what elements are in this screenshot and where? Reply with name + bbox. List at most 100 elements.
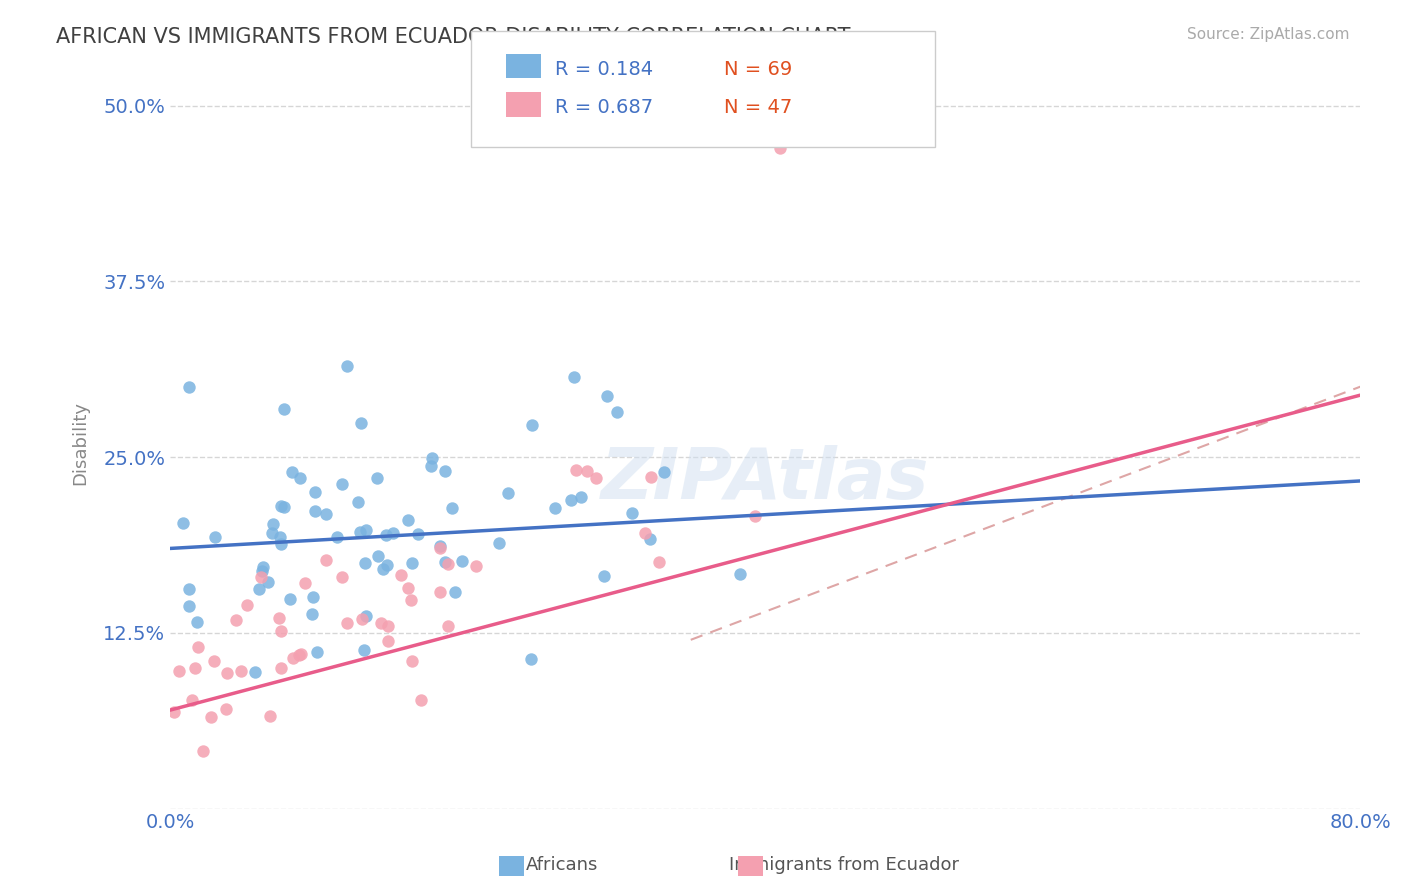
Point — [200, 710, 222, 724]
Point — [638, 533, 661, 547]
Point — [396, 513, 419, 527]
Text: N = 69: N = 69 — [724, 60, 793, 79]
Point — [290, 647, 312, 661]
Point — [217, 666, 239, 681]
Point — [250, 565, 273, 579]
Point — [354, 524, 377, 538]
Point — [231, 664, 253, 678]
Text: ZIPAtlas: ZIPAtlas — [600, 445, 929, 514]
Point — [247, 582, 270, 597]
Point — [273, 401, 295, 416]
Point — [262, 517, 284, 532]
Point — [346, 494, 368, 508]
Point — [301, 607, 323, 621]
Point — [769, 141, 792, 155]
Point — [744, 508, 766, 523]
Point — [444, 585, 467, 599]
Point — [236, 598, 259, 612]
Point — [640, 470, 662, 484]
Point — [434, 464, 457, 478]
Point — [270, 537, 292, 551]
Point — [179, 582, 201, 596]
Point — [304, 485, 326, 500]
Text: Africans: Africans — [526, 856, 599, 874]
Point — [375, 527, 398, 541]
Point — [163, 705, 186, 719]
Point — [429, 541, 451, 555]
Point — [336, 359, 359, 373]
Point — [167, 665, 190, 679]
Point — [375, 558, 398, 572]
Point — [401, 654, 423, 668]
Point — [280, 465, 302, 479]
Point — [330, 477, 353, 491]
Point — [326, 530, 349, 544]
Point — [648, 555, 671, 569]
Point — [283, 650, 305, 665]
Point — [214, 702, 236, 716]
Point — [544, 501, 567, 516]
Point — [433, 556, 456, 570]
Point — [330, 570, 353, 584]
Point — [620, 507, 643, 521]
Point — [398, 581, 420, 595]
Point — [437, 619, 460, 633]
Point — [356, 608, 378, 623]
Text: Immigrants from Ecuador: Immigrants from Ecuador — [728, 856, 959, 874]
Point — [367, 549, 389, 563]
Point — [576, 464, 599, 478]
Point — [288, 471, 311, 485]
Point — [307, 644, 329, 658]
Point — [429, 539, 451, 553]
Point — [179, 380, 201, 394]
Point — [262, 526, 284, 541]
Point — [634, 525, 657, 540]
Text: R = 0.687: R = 0.687 — [555, 98, 654, 118]
Point — [349, 524, 371, 539]
Point — [451, 554, 474, 568]
Point — [429, 585, 451, 599]
Point — [245, 665, 267, 679]
Point — [377, 618, 399, 632]
Point — [562, 369, 585, 384]
Point — [354, 556, 377, 570]
Point — [381, 525, 404, 540]
Point — [225, 613, 247, 627]
Text: N = 47: N = 47 — [724, 98, 793, 118]
Point — [186, 615, 208, 629]
Point — [401, 556, 423, 570]
Point — [389, 568, 412, 582]
Point — [560, 492, 582, 507]
Point — [184, 661, 207, 675]
Point — [252, 559, 274, 574]
Point — [585, 471, 607, 485]
Point — [420, 459, 443, 474]
Point — [256, 574, 278, 589]
Point — [596, 389, 619, 403]
Point — [273, 500, 295, 514]
Point — [592, 569, 614, 583]
Point — [350, 417, 373, 431]
Point — [259, 709, 281, 723]
Point — [315, 553, 337, 567]
Point — [370, 616, 392, 631]
Point — [270, 499, 292, 513]
Point — [288, 648, 311, 662]
Point — [406, 527, 429, 541]
Point — [187, 640, 209, 654]
Point — [181, 693, 204, 707]
Text: Source: ZipAtlas.com: Source: ZipAtlas.com — [1187, 27, 1350, 42]
Point — [377, 634, 399, 648]
Point — [465, 559, 488, 574]
Point — [496, 485, 519, 500]
Point — [269, 530, 291, 544]
Point — [488, 535, 510, 549]
Text: R = 0.184: R = 0.184 — [555, 60, 654, 79]
Point — [177, 599, 200, 613]
Y-axis label: Disability: Disability — [72, 401, 89, 485]
Point — [278, 591, 301, 606]
Point — [728, 567, 751, 582]
Point — [250, 569, 273, 583]
Point — [371, 562, 394, 576]
Point — [172, 516, 194, 530]
